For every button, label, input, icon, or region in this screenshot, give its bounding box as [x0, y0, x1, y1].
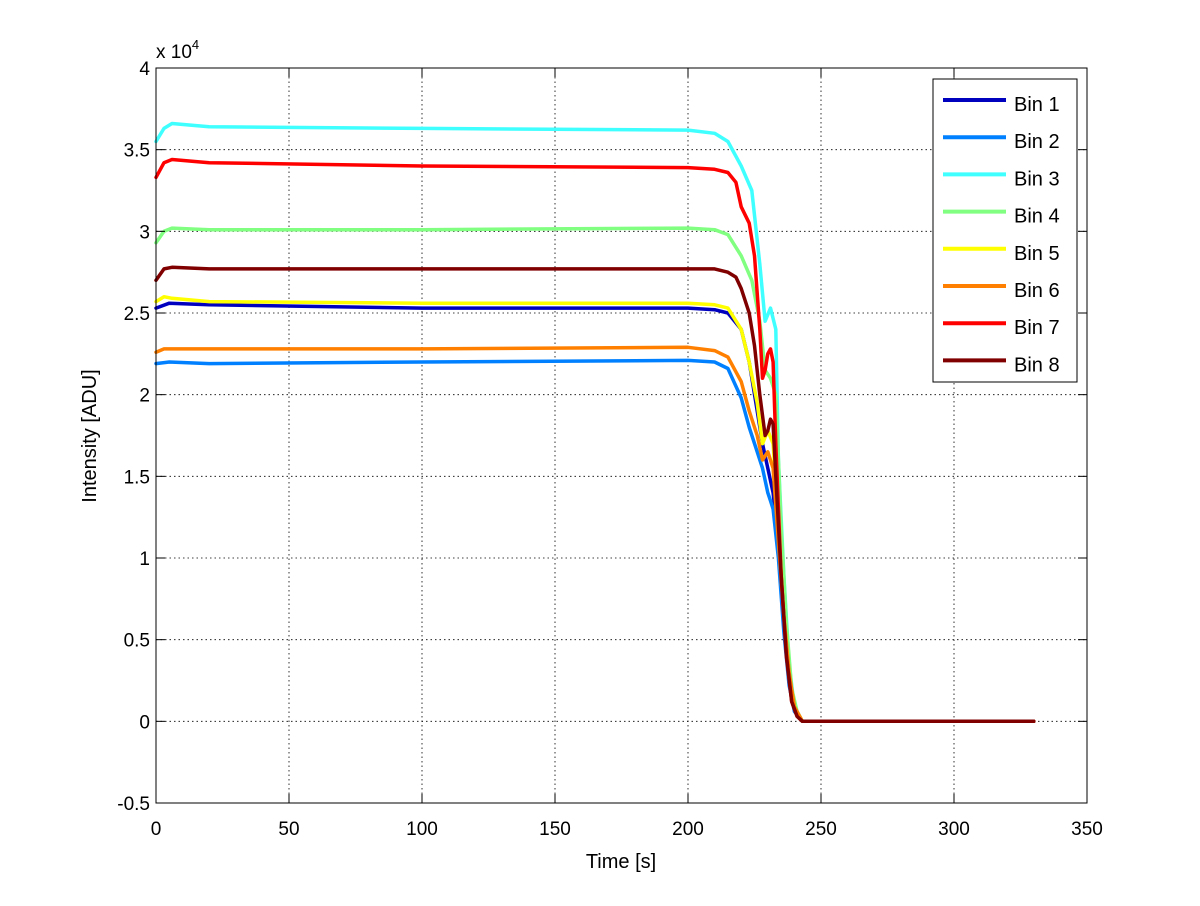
y-axis-label: Intensity [ADU] [79, 369, 101, 502]
y-tick-label: 0.5 [124, 631, 150, 652]
legend-label: Bin 2 [1014, 131, 1060, 153]
y-multiplier-exponent: 4 [192, 37, 199, 52]
x-axis-label: Time [s] [586, 851, 656, 873]
plot-frame [155, 67, 1088, 804]
x-tick-label: 200 [672, 819, 704, 840]
legend: Bin 1 Bin 2 Bin 3 Bin 4 Bin 5 Bin 6 Bin 7 Bin 8 [932, 78, 1078, 383]
x-tick-label: 100 [406, 819, 438, 840]
y-multiplier-base: x 10 [156, 42, 192, 63]
legend-label: Bin 5 [1014, 243, 1060, 265]
y-tick-label: 3 [139, 222, 150, 243]
y-tick-label: 2.5 [124, 304, 150, 325]
x-tick-label: 50 [278, 819, 299, 840]
x-tick-labels: 0 50 100 150 200 250 300 350 [151, 819, 1103, 840]
y-tick-label: 2 [139, 386, 150, 407]
legend-label: Bin 6 [1014, 280, 1060, 302]
legend-label: Bin 3 [1014, 168, 1060, 190]
y-tick-label: -0.5 [117, 794, 150, 815]
x-tick-label: 350 [1071, 819, 1103, 840]
legend-label: Bin 1 [1014, 94, 1060, 116]
legend-label: Bin 8 [1014, 354, 1060, 376]
legend-label: Bin 4 [1014, 206, 1060, 228]
x-tick-label: 300 [938, 819, 970, 840]
series-layer [154, 121, 1036, 724]
y-tick-labels: -0.5 0 0.5 1 1.5 2 2.5 3 3.5 4 [117, 59, 150, 815]
plot-area [156, 68, 1087, 803]
y-multiplier: x 104 [156, 37, 199, 63]
axis-ticks [155, 67, 1088, 804]
y-tick-label: 1.5 [124, 467, 150, 488]
y-tick-label: 4 [139, 59, 150, 80]
x-tick-label: 0 [151, 819, 162, 840]
legend-label: Bin 7 [1014, 317, 1060, 339]
x-tick-label: 150 [539, 819, 571, 840]
x-tick-label: 250 [805, 819, 837, 840]
y-tick-label: 0 [139, 712, 150, 733]
legend-box [932, 78, 1078, 383]
y-tick-label: 1 [139, 549, 150, 570]
y-tick-label: 3.5 [124, 141, 150, 162]
series-line-bin-8 [154, 265, 1036, 724]
